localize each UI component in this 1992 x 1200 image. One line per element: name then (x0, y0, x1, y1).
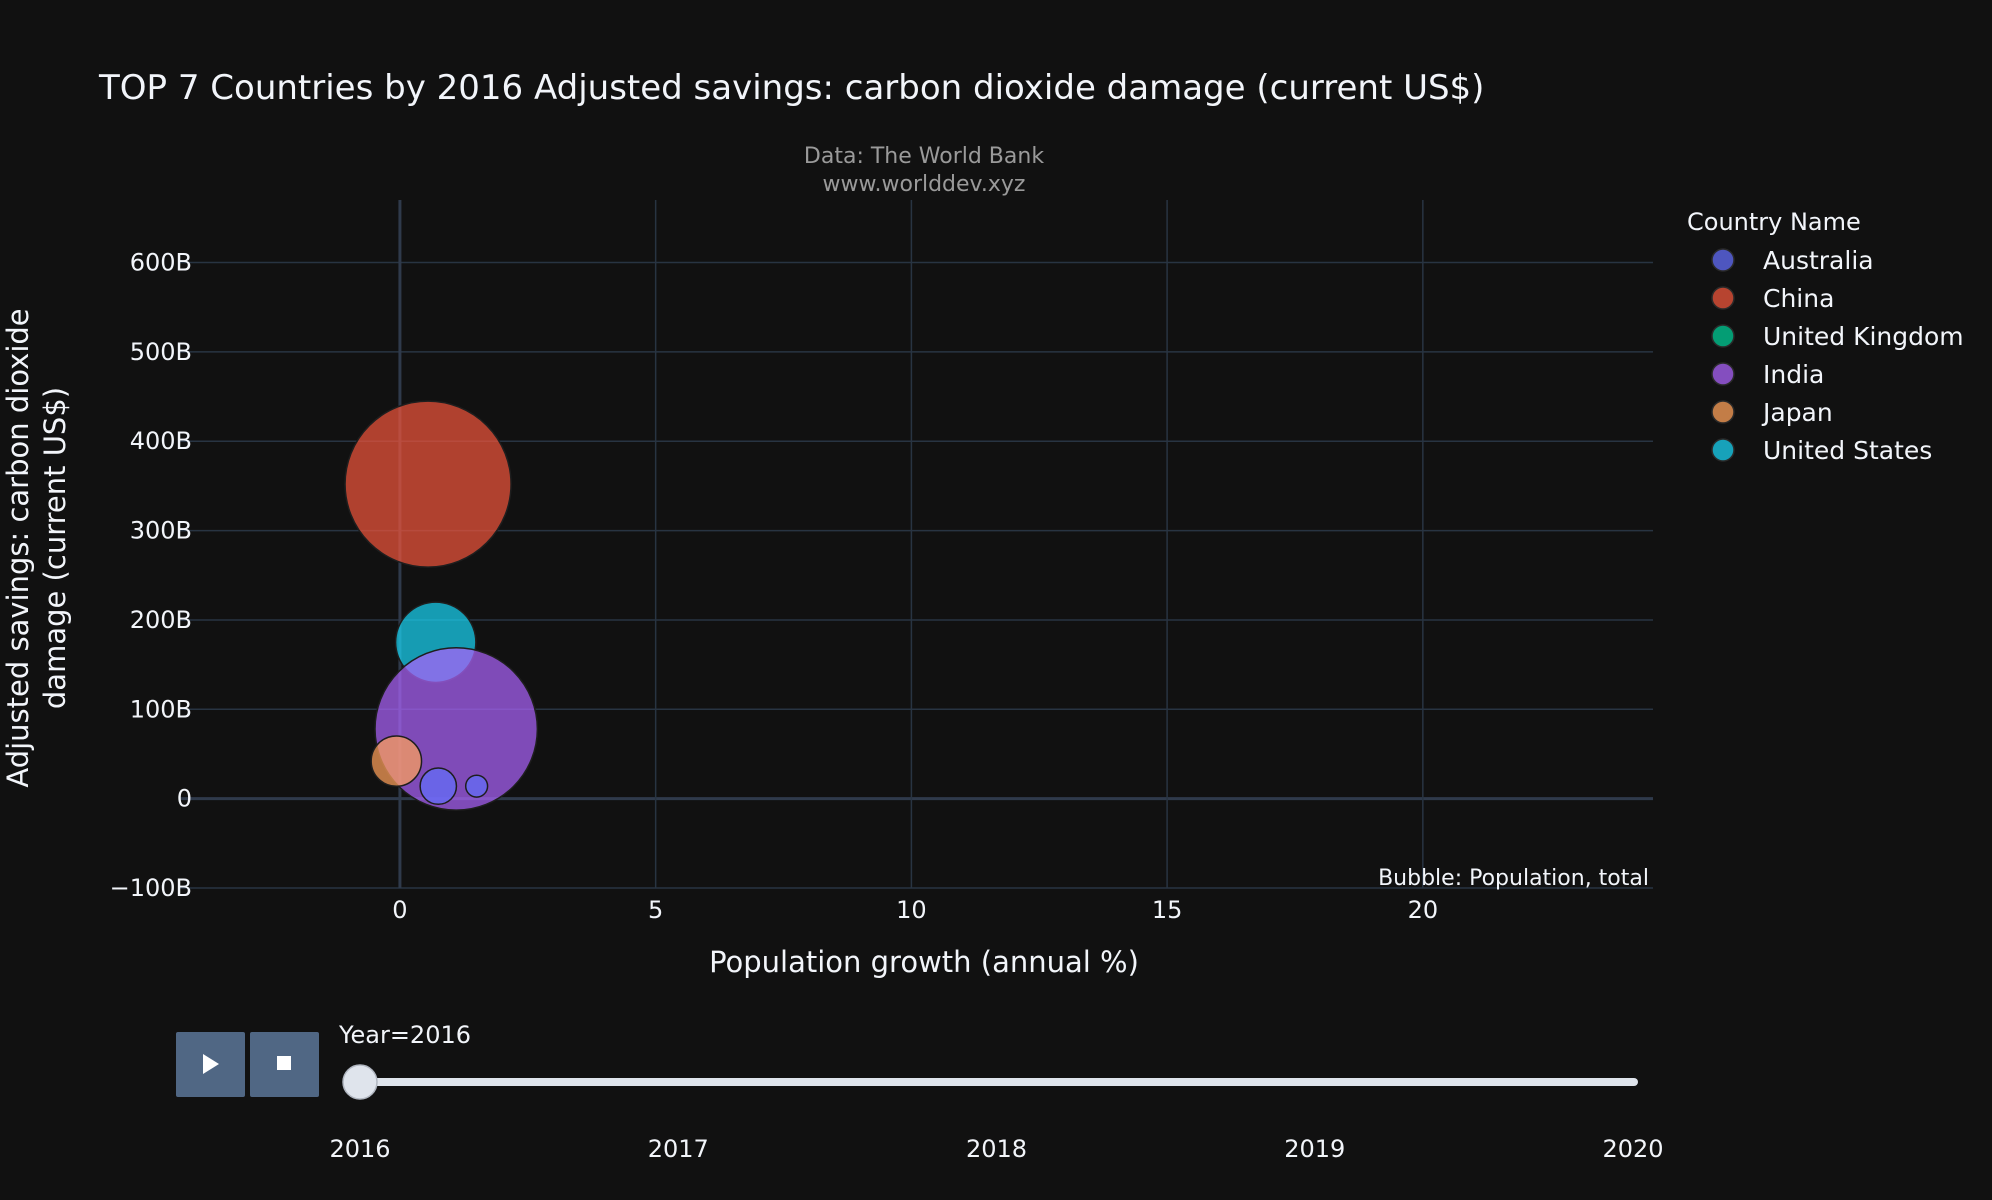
year-slider: Year=2016 2016 2017 2018 2019 2020 (329, 1021, 1663, 1163)
slider-current-label: Year=2016 (338, 1021, 471, 1049)
y-tick-label: 0 (177, 785, 192, 813)
legend-marker (1711, 324, 1735, 348)
bubble-size-annotation: Bubble: Population, total (1378, 866, 1649, 891)
chart-subtitle-website: www.worlddev.xyz (823, 172, 1026, 197)
x-axis-title: Population growth (annual %) (709, 945, 1139, 979)
legend-marker (1711, 400, 1735, 424)
slider-year-2016[interactable]: 2016 (329, 1135, 390, 1163)
legend-label: India (1763, 360, 1824, 389)
bubble-australia[interactable] (464, 774, 489, 798)
x-tick-label: 20 (1408, 896, 1439, 924)
bubble-layer (344, 400, 539, 811)
slider-year-2020[interactable]: 2020 (1602, 1135, 1663, 1163)
legend-label: China (1763, 284, 1834, 313)
legend-marker (1711, 362, 1735, 386)
legend-item-china[interactable]: China (1711, 284, 1834, 313)
bubble-unlabeled[interactable] (419, 767, 458, 806)
slider-handle[interactable] (342, 1064, 378, 1100)
y-tick-label: 300B (130, 517, 192, 545)
x-tick-label: 5 (648, 896, 663, 924)
legend-item-united-states[interactable]: United States (1711, 436, 1932, 465)
bubble-china[interactable] (344, 400, 512, 568)
bubble-japan[interactable] (370, 735, 423, 788)
y-axis-title-line-2: damage (current US$) (38, 387, 72, 709)
play-button[interactable] (176, 1032, 245, 1097)
legend-marker (1711, 286, 1735, 310)
y-tick-label: 200B (130, 606, 192, 634)
legend-label: Japan (1761, 398, 1833, 427)
x-tick-label: 10 (896, 896, 927, 924)
legend-item-australia[interactable]: Australia (1711, 246, 1874, 275)
play-icon (203, 1054, 219, 1074)
y-axis-title: Adjusted savings: carbon dioxide damage … (1, 308, 72, 787)
y-tick-label: 400B (130, 427, 192, 455)
legend-label: Australia (1763, 246, 1874, 275)
x-tick-label: 15 (1152, 896, 1183, 924)
y-tick-label: −100B (110, 874, 192, 902)
slider-track[interactable] (360, 1078, 1638, 1086)
chart-subtitle-source: Data: The World Bank (804, 144, 1044, 169)
x-axis-ticks: 0 5 10 15 20 (392, 896, 1438, 924)
legend-label: United States (1763, 436, 1932, 465)
y-axis-title-line-1: Adjusted savings: carbon dioxide (1, 308, 35, 787)
slider-year-2019[interactable]: 2019 (1284, 1135, 1345, 1163)
animation-controls (176, 1032, 319, 1097)
legend-item-united-kingdom[interactable]: United Kingdom (1711, 322, 1964, 351)
y-tick-label: 500B (130, 338, 192, 366)
legend: Country Name Australia China United Kingdo… (1687, 208, 1964, 465)
legend-item-japan[interactable]: Japan (1711, 398, 1833, 427)
legend-label: United Kingdom (1763, 322, 1964, 351)
slider-year-2017[interactable]: 2017 (648, 1135, 709, 1163)
legend-item-india[interactable]: India (1711, 360, 1824, 389)
stop-button[interactable] (250, 1032, 319, 1097)
chart-title: TOP 7 Countries by 2016 Adjusted savings… (98, 68, 1484, 108)
stop-icon (277, 1056, 291, 1070)
x-tick-label: 0 (392, 896, 407, 924)
y-axis-ticks: −100B 0 100B 200B 300B 400B 500B 600B (110, 249, 192, 902)
legend-marker (1711, 438, 1735, 462)
slider-year-2018[interactable]: 2018 (966, 1135, 1027, 1163)
legend-marker (1711, 248, 1735, 272)
y-tick-label: 600B (130, 249, 192, 277)
legend-title: Country Name (1687, 208, 1861, 236)
y-tick-label: 100B (130, 695, 192, 723)
